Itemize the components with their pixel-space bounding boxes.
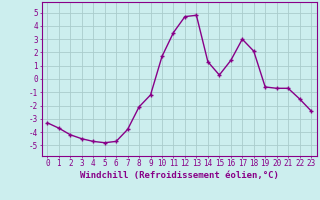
- X-axis label: Windchill (Refroidissement éolien,°C): Windchill (Refroidissement éolien,°C): [80, 171, 279, 180]
